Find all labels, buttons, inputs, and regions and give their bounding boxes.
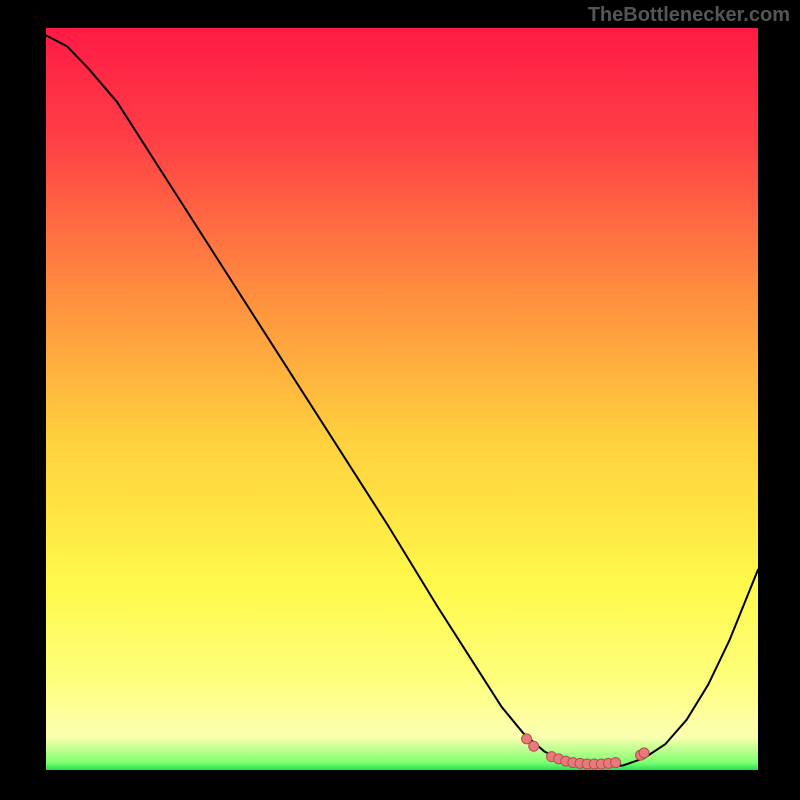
- watermark-text: TheBottlenecker.com: [588, 4, 790, 27]
- bottom-marker: [529, 741, 539, 751]
- bottom-marker: [639, 748, 649, 758]
- chart-root: TheBottlenecker.com: [0, 0, 800, 800]
- bottom-marker: [611, 758, 621, 768]
- gradient-background: [46, 28, 758, 770]
- plot-svg: [46, 28, 758, 770]
